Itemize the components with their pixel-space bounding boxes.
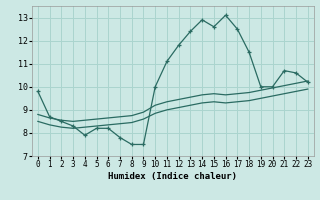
X-axis label: Humidex (Indice chaleur): Humidex (Indice chaleur) bbox=[108, 172, 237, 181]
